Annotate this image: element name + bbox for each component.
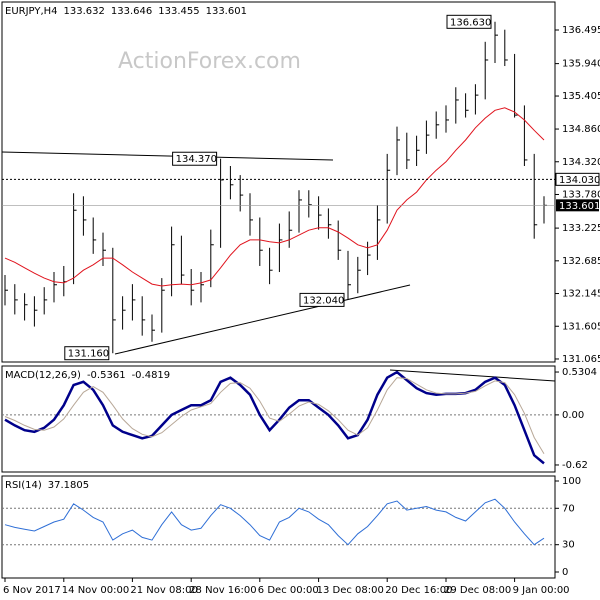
x-tick-label: 6 Nov 2017 xyxy=(3,585,61,596)
watermark: ActionForex.com xyxy=(118,49,301,74)
trend-line xyxy=(1,151,334,161)
panel-header: RSI(14) 37.1805 xyxy=(5,480,89,491)
label-box xyxy=(172,151,218,166)
y-tick-label: 131.065 xyxy=(562,354,600,365)
y-tick-label: -0.62 xyxy=(562,460,588,471)
indicator-line xyxy=(4,498,545,546)
panel-header: MACD(12,26,9) -0.5361 -0.4819 xyxy=(5,370,170,381)
y-tick-label: 135.940 xyxy=(562,59,600,70)
y-tick-label: 0 xyxy=(562,567,568,578)
x-tick-label: 13 Dec 08:00 xyxy=(317,585,384,596)
y-tick-label: 131.605 xyxy=(562,321,600,332)
panel-header: EURJPY,H4 133.632 133.646 133.455 133.601 xyxy=(5,6,247,17)
macd-panel xyxy=(1,365,556,473)
y-tick-label: 0.00 xyxy=(562,410,584,421)
label-box xyxy=(299,292,345,307)
price-panel xyxy=(1,1,556,363)
y-tick-label: 133.780 xyxy=(562,189,600,200)
header-value: -0.4819 xyxy=(132,370,171,381)
panel-title: RSI(14) xyxy=(5,480,42,491)
level-label: 134.030 xyxy=(559,175,600,186)
header-value: 133.646 xyxy=(111,6,152,17)
y-tick-label: 135.405 xyxy=(562,91,600,102)
level-box xyxy=(555,172,600,186)
price-label: 136.630 xyxy=(450,17,491,28)
x-tick-label: 14 Nov 00:00 xyxy=(62,585,129,596)
y-tick-label: 30 xyxy=(562,540,575,551)
y-tick-label: 70 xyxy=(562,503,575,514)
header-value: 133.601 xyxy=(206,6,247,17)
trend-line xyxy=(114,284,411,355)
label-box xyxy=(64,346,110,361)
rsi-panel xyxy=(1,475,556,579)
header-value: 133.455 xyxy=(158,6,199,17)
panel-title: MACD(12,26,9) xyxy=(5,370,81,381)
header-value: 37.1805 xyxy=(48,480,89,491)
header-value: 133.632 xyxy=(64,6,105,17)
y-tick-label: 132.685 xyxy=(562,256,600,267)
x-tick-label: 9 Jan 00:00 xyxy=(513,585,570,596)
y-tick-label: 134.860 xyxy=(562,124,600,135)
trend-line xyxy=(389,369,556,382)
last-price-label: 133.601 xyxy=(559,201,600,212)
x-tick-label: 6 Dec 00:00 xyxy=(258,585,319,596)
price-label: 134.370 xyxy=(176,154,217,165)
price-label: 131.160 xyxy=(68,349,109,360)
header-value: -0.5361 xyxy=(87,370,126,381)
x-tick-label: 21 Nov 08:00 xyxy=(130,585,197,596)
x-tick-label: 28 Nov 16:00 xyxy=(189,585,256,596)
y-tick-label: 133.225 xyxy=(562,223,600,234)
y-tick-label: 136.495 xyxy=(562,25,600,36)
y-tick-label: 134.320 xyxy=(562,157,600,168)
label-box xyxy=(446,14,492,29)
moving-average xyxy=(4,107,545,287)
y-tick-label: 132.145 xyxy=(562,289,600,300)
y-tick-label: 0.5304 xyxy=(562,367,597,378)
y-tick-label: 100 xyxy=(562,476,581,487)
x-tick-label: 29 Dec 08:00 xyxy=(444,585,511,596)
panel-title: EURJPY,H4 xyxy=(5,6,58,17)
last-price-box xyxy=(556,199,599,212)
indicator-line xyxy=(4,377,545,454)
price-label: 132.040 xyxy=(303,295,344,306)
x-tick-label: 20 Dec 16:00 xyxy=(385,585,452,596)
